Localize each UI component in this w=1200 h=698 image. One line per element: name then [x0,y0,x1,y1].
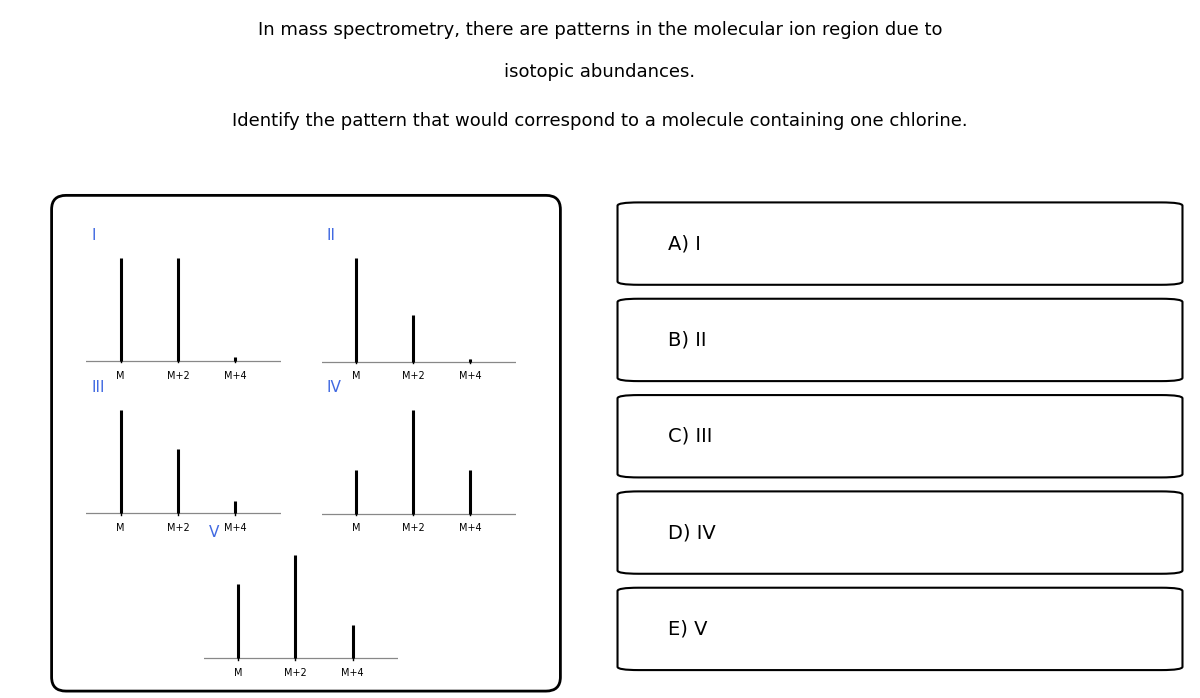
Text: M+4: M+4 [458,371,481,381]
Text: V: V [209,525,220,540]
Text: isotopic abundances.: isotopic abundances. [504,63,696,81]
Text: A) I: A) I [667,234,701,253]
Text: IV: IV [326,380,341,395]
FancyBboxPatch shape [618,588,1182,670]
Text: In mass spectrometry, there are patterns in the molecular ion region due to: In mass spectrometry, there are patterns… [258,21,942,39]
Text: I: I [91,228,96,243]
Text: M+2: M+2 [284,667,307,678]
Text: M: M [234,667,242,678]
Text: D) IV: D) IV [667,523,715,542]
Text: Identify the pattern that would correspond to a molecule containing one chlorine: Identify the pattern that would correspo… [232,112,968,130]
FancyBboxPatch shape [618,491,1182,574]
Text: B) II: B) II [667,330,706,350]
Text: M+4: M+4 [458,523,481,533]
Text: II: II [326,228,336,243]
Text: M+2: M+2 [167,371,190,381]
Text: M+2: M+2 [402,523,425,533]
Text: M+2: M+2 [167,524,190,533]
Text: M: M [116,371,125,381]
FancyBboxPatch shape [618,395,1182,477]
Text: M+4: M+4 [341,667,364,678]
Text: M: M [116,524,125,533]
Text: E) V: E) V [667,619,707,639]
Text: M+4: M+4 [223,524,246,533]
FancyBboxPatch shape [618,299,1182,381]
Text: M+4: M+4 [223,371,246,381]
FancyBboxPatch shape [52,195,560,691]
Text: M: M [352,523,360,533]
Text: M+2: M+2 [402,371,425,381]
Text: C) III: C) III [667,426,712,446]
Text: III: III [91,380,104,395]
FancyBboxPatch shape [618,202,1182,285]
Text: M: M [352,371,360,381]
